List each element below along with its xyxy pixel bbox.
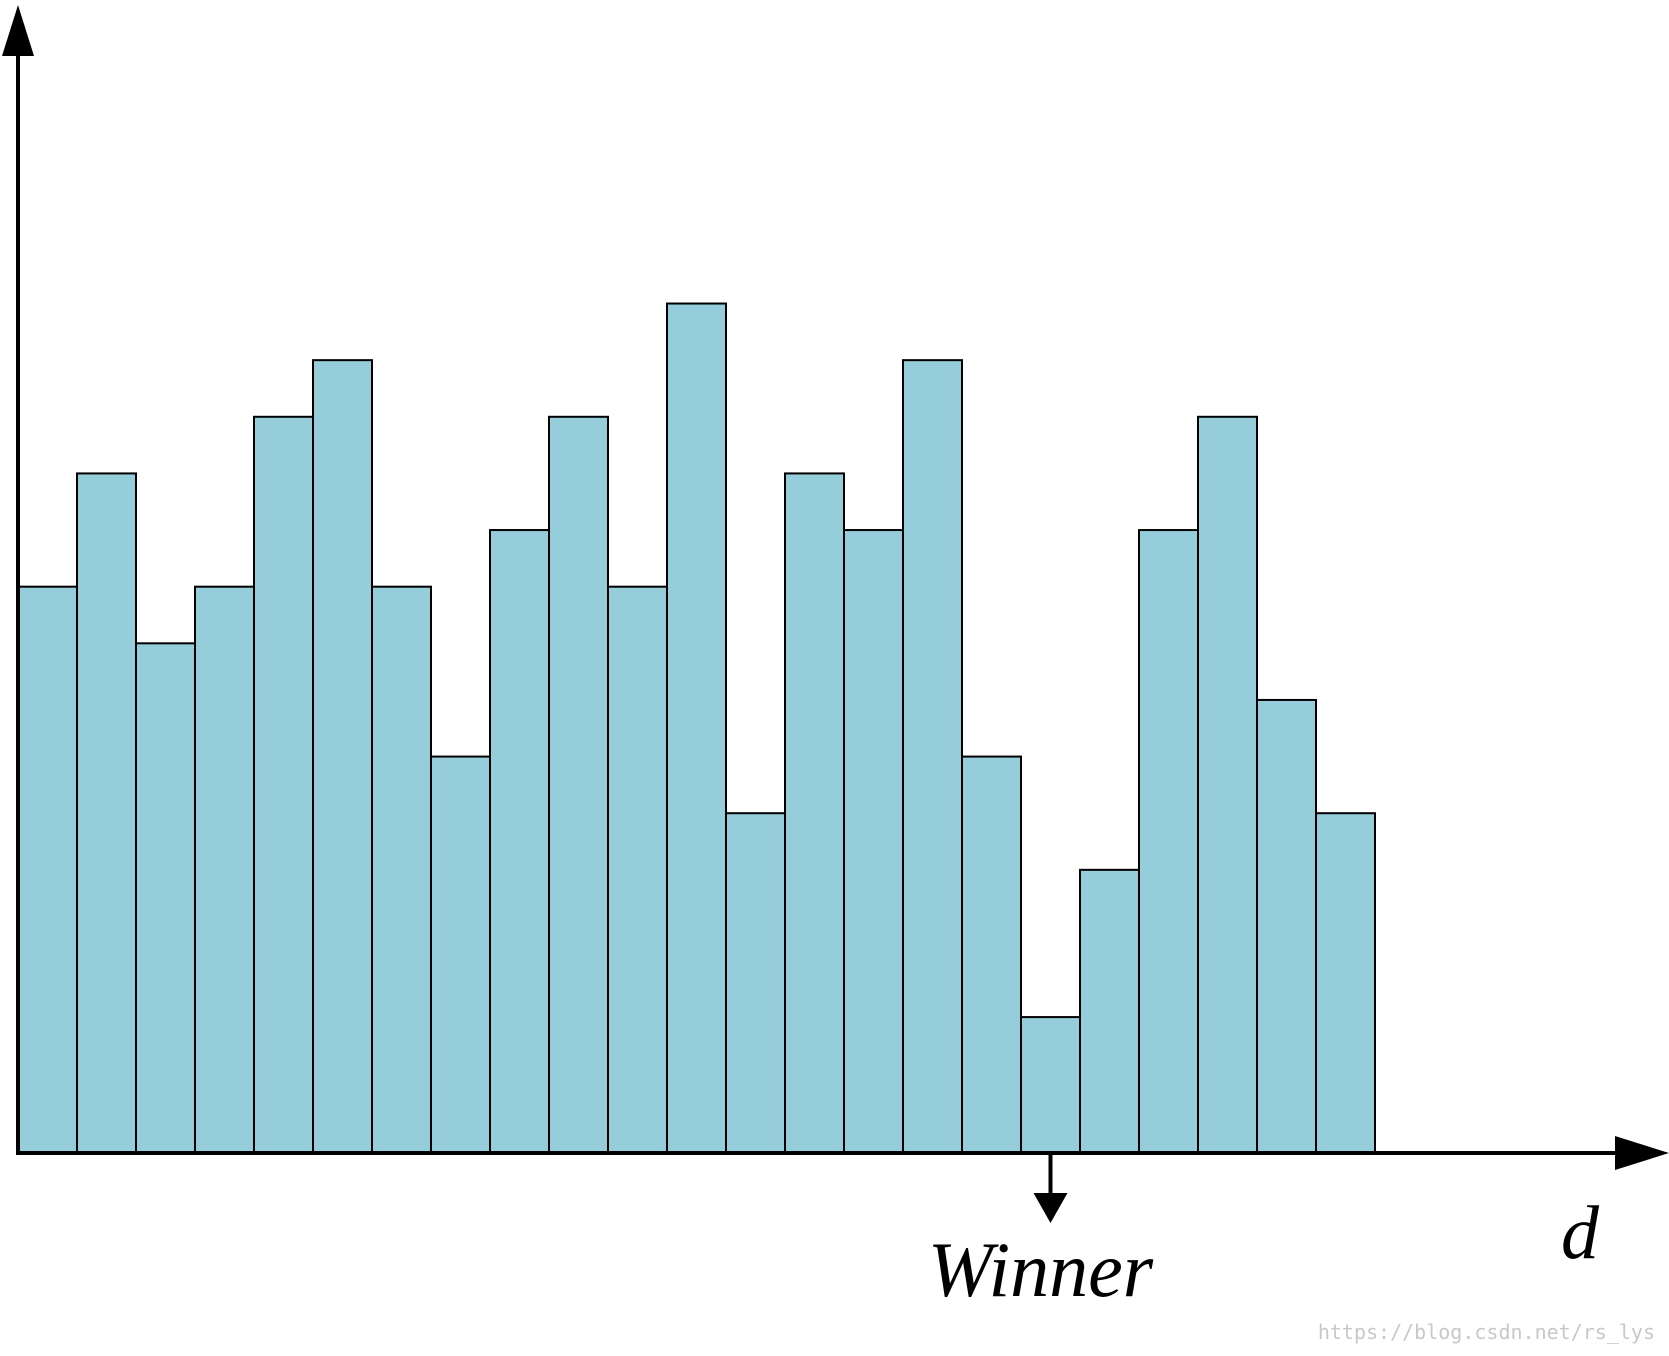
bar-7 [371, 585, 432, 1154]
bar-9 [489, 529, 550, 1154]
bar-12 [666, 302, 727, 1154]
bar-6 [312, 359, 373, 1154]
bar-19 [1079, 868, 1140, 1154]
bar-15 [843, 529, 904, 1154]
bar-1 [17, 585, 78, 1154]
bar-10 [548, 415, 609, 1154]
y-axis-arrowhead [2, 5, 34, 56]
bar-16 [902, 359, 963, 1154]
bar-4 [194, 585, 255, 1154]
bar-11 [607, 585, 668, 1154]
bar-18 [1020, 1016, 1081, 1155]
bar-23 [1315, 812, 1376, 1154]
x-axis-label: d [1561, 1191, 1600, 1275]
winner-marker: Winner [928, 1153, 1154, 1313]
bar-5 [253, 415, 314, 1154]
bar-3 [135, 642, 196, 1154]
bar-20 [1138, 529, 1199, 1154]
winner-label: Winner [928, 1226, 1154, 1313]
winner-arrowhead [1033, 1193, 1068, 1223]
watermark-text: https://blog.csdn.net/rs_lys [1317, 1320, 1655, 1344]
bar-13 [725, 812, 786, 1154]
bar-21 [1197, 415, 1258, 1154]
bar-14 [784, 472, 845, 1154]
x-axis-arrowhead [1615, 1136, 1669, 1170]
bar-2 [76, 472, 137, 1154]
bars-group [17, 302, 1376, 1155]
bar-22 [1256, 698, 1317, 1155]
bar-8 [430, 755, 491, 1154]
bar-17 [961, 755, 1022, 1154]
